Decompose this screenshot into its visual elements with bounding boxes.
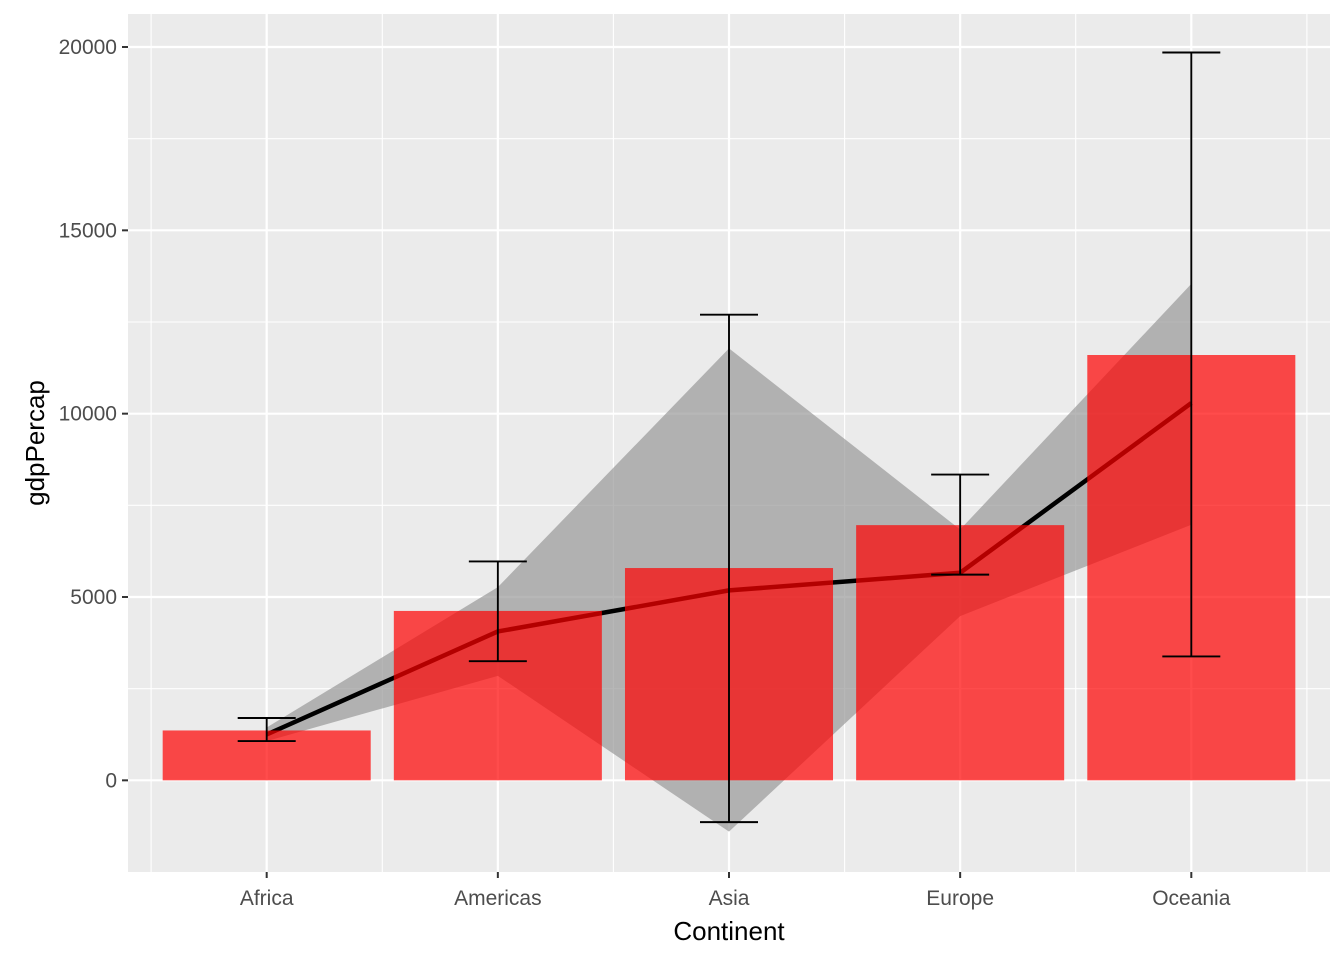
y-tick-label: 20000 (59, 36, 117, 59)
y-tick-label: 15000 (59, 219, 117, 242)
x-axis: Africa Americas Asia Europe Oceania (240, 872, 1231, 910)
x-tick-label: Asia (709, 887, 750, 910)
x-tick-label: Europe (926, 887, 994, 910)
y-axis-title: gdpPercap (20, 380, 50, 506)
x-tick-label: Africa (240, 887, 294, 910)
y-tick-label: 10000 (59, 403, 117, 426)
error-bars (237, 51, 1221, 824)
y-tick-label: 5000 (70, 586, 117, 609)
x-tick-label: Americas (454, 887, 542, 910)
x-axis-title: Continent (673, 916, 785, 946)
x-tick-label: Oceania (1152, 887, 1231, 910)
y-tick-label: 0 (105, 769, 117, 792)
y-axis: 0 5000 10000 15000 20000 (59, 36, 128, 792)
